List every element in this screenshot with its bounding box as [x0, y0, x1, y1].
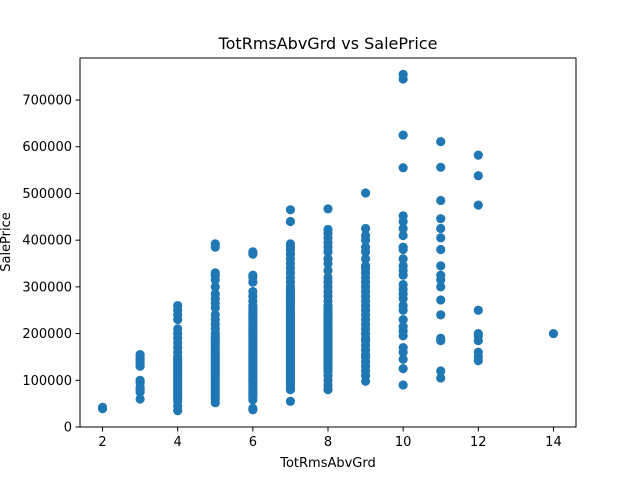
- data-point: [360, 242, 371, 252]
- data-point: [473, 305, 483, 315]
- data-point: [248, 270, 258, 280]
- y-tick-label: 500000: [22, 187, 72, 202]
- data-point: [323, 254, 333, 264]
- data-point: [436, 333, 446, 343]
- data-point: [398, 130, 408, 140]
- data-point: [360, 230, 371, 241]
- x-tick-label: 2: [98, 435, 106, 450]
- data-point: [360, 254, 371, 264]
- data-point: [473, 200, 483, 210]
- data-point: [436, 195, 446, 206]
- y-tick-label: 0: [64, 421, 72, 436]
- x-axis-ticks: 2 4 6 8 10 12 14: [98, 427, 562, 450]
- data-point: [436, 282, 446, 292]
- data-point: [436, 310, 446, 320]
- x-tick-label: 14: [545, 435, 562, 450]
- data-point: [398, 314, 408, 325]
- data-point: [285, 205, 296, 215]
- data-point: [398, 354, 408, 364]
- data-point: [436, 244, 446, 255]
- data-point: [323, 272, 333, 283]
- chart-title: TotRmsAbvGrd vs SalePrice: [218, 34, 438, 53]
- y-tick-label: 400000: [22, 234, 72, 249]
- data-point: [210, 310, 220, 320]
- data-point: [135, 375, 145, 385]
- data-point: [398, 364, 408, 374]
- x-tick-label: 8: [324, 435, 332, 450]
- data-point: [360, 261, 371, 271]
- data-point: [436, 270, 446, 280]
- data-point: [248, 286, 258, 297]
- data-point: [436, 162, 446, 172]
- y-axis-label: SalePrice: [0, 212, 14, 272]
- y-tick-label: 300000: [22, 280, 72, 295]
- data-point: [436, 214, 446, 224]
- data-point: [398, 261, 408, 271]
- data-point: [398, 163, 408, 173]
- data-point: [285, 396, 296, 406]
- data-point: [210, 239, 220, 249]
- data-point: [436, 223, 446, 234]
- data-point: [398, 254, 408, 264]
- data-point: [323, 265, 333, 276]
- data-point: [173, 300, 183, 311]
- x-tick-label: 4: [174, 435, 182, 450]
- data-point: [436, 295, 446, 305]
- data-point: [398, 223, 408, 234]
- data-point: [473, 328, 483, 339]
- data-point: [323, 224, 333, 235]
- data-point: [360, 223, 371, 234]
- data-point: [97, 402, 108, 412]
- data-point: [473, 171, 483, 181]
- data-point: [473, 347, 483, 357]
- data-point: [398, 300, 408, 311]
- data-points: [97, 69, 559, 416]
- data-point: [398, 230, 408, 241]
- data-point: [398, 242, 408, 252]
- data-point: [210, 268, 220, 278]
- data-point: [548, 328, 559, 339]
- data-point: [436, 366, 446, 376]
- data-point: [248, 247, 258, 257]
- data-point: [173, 324, 183, 334]
- data-point: [135, 350, 145, 360]
- y-tick-label: 100000: [22, 374, 72, 389]
- data-point: [285, 239, 296, 249]
- data-point: [210, 289, 220, 299]
- data-point: [436, 233, 446, 243]
- data-point: [436, 137, 446, 147]
- data-point: [210, 282, 220, 292]
- data-point: [473, 150, 483, 160]
- x-tick-label: 12: [470, 435, 487, 450]
- x-tick-label: 6: [249, 435, 257, 450]
- y-tick-label: 700000: [22, 94, 72, 109]
- y-tick-label: 600000: [22, 140, 72, 155]
- data-point: [285, 216, 296, 227]
- data-point: [360, 188, 371, 198]
- data-point: [398, 279, 408, 290]
- y-tick-label: 200000: [22, 327, 72, 342]
- data-point: [398, 69, 408, 79]
- y-axis-ticks: 0 100000 200000 300000 400000 500000 600000 700…: [22, 94, 80, 436]
- data-point: [398, 211, 408, 221]
- x-axis-label: TotRmsAbvGrd: [279, 456, 376, 471]
- data-point: [398, 342, 408, 353]
- data-point: [248, 403, 258, 413]
- x-tick-label: 10: [395, 435, 412, 450]
- data-point: [398, 321, 408, 332]
- data-point: [436, 261, 446, 271]
- data-point: [135, 394, 145, 404]
- data-point: [436, 373, 446, 383]
- data-point: [398, 380, 408, 390]
- data-point: [323, 204, 333, 214]
